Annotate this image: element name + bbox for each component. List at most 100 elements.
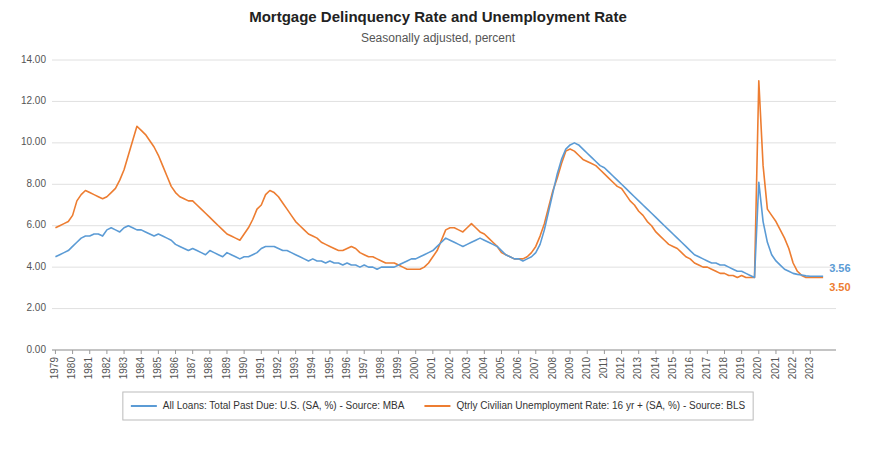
- y-tick-label: 8.00: [27, 178, 47, 189]
- x-tick-label: 2001: [426, 357, 437, 380]
- x-tick: [775, 350, 776, 354]
- x-tick: [638, 350, 639, 354]
- x-tick-label: 2017: [701, 357, 712, 380]
- x-tick-label: 2000: [409, 357, 420, 380]
- y-tick-label: 6.00: [27, 219, 47, 230]
- x-tick: [55, 350, 56, 354]
- x-tick-label: 2007: [529, 357, 540, 380]
- x-tick-label: 1991: [255, 357, 266, 380]
- x-tick: [261, 350, 262, 354]
- x-tick: [570, 350, 571, 354]
- x-tick-label: 2019: [735, 357, 746, 380]
- x-tick: [587, 350, 588, 354]
- x-tick: [450, 350, 451, 354]
- plot-area: [55, 81, 823, 278]
- x-tick: [793, 350, 794, 354]
- x-tick: [72, 350, 73, 354]
- y-tick-label: 0.00: [27, 344, 47, 355]
- x-tick: [209, 350, 210, 354]
- x-tick: [398, 350, 399, 354]
- x-tick: [192, 350, 193, 354]
- legend: All Loans: Total Past Due: U.S. (SA, %) …: [123, 392, 753, 420]
- grid-line: [52, 267, 836, 268]
- x-tick: [347, 350, 348, 354]
- series-line: [55, 81, 823, 278]
- x-tick: [810, 350, 811, 354]
- x-tick-label: 2023: [804, 357, 815, 380]
- x-tick-label: 1982: [101, 357, 112, 380]
- legend-item: Qtrly Civilian Unemployment Rate: 16 yr …: [424, 400, 745, 411]
- x-axis: 1979198019811982198319841985198619871988…: [49, 350, 836, 379]
- grid-line: [52, 142, 836, 143]
- x-tick-label: 1992: [272, 357, 283, 380]
- x-tick-label: 1994: [306, 357, 317, 380]
- x-tick: [484, 350, 485, 354]
- x-tick: [741, 350, 742, 354]
- x-tick: [244, 350, 245, 354]
- x-tick-label: 1984: [135, 357, 146, 380]
- x-tick-label: 2003: [461, 357, 472, 380]
- x-axis-line: [52, 350, 836, 351]
- x-tick-label: 1979: [49, 357, 60, 380]
- legend-frame: [123, 392, 753, 420]
- x-tick: [175, 350, 176, 354]
- x-tick: [364, 350, 365, 354]
- x-tick: [415, 350, 416, 354]
- x-tick-label: 2015: [667, 357, 678, 380]
- x-tick: [89, 350, 90, 354]
- y-tick-label: 12.00: [21, 95, 46, 106]
- x-tick: [707, 350, 708, 354]
- x-tick-label: 1980: [66, 357, 77, 380]
- grid-line: [52, 350, 836, 351]
- title: Mortgage Delinquency Rate and Unemployme…: [249, 8, 627, 25]
- x-tick: [501, 350, 502, 354]
- x-tick: [467, 350, 468, 354]
- x-tick: [432, 350, 433, 354]
- annotations: 3.563.50: [829, 262, 850, 292]
- grid-line: [52, 308, 836, 309]
- x-tick: [278, 350, 279, 354]
- x-tick: [673, 350, 674, 354]
- subtitle: Seasonally adjusted, percent: [361, 31, 516, 45]
- series-line: [55, 143, 823, 278]
- x-tick-label: 2011: [598, 357, 609, 379]
- x-tick: [758, 350, 759, 354]
- x-tick-label: 2010: [581, 357, 592, 380]
- x-tick-label: 2020: [752, 357, 763, 380]
- x-tick-label: 1996: [341, 357, 352, 380]
- x-tick: [124, 350, 125, 354]
- x-tick-label: 2004: [478, 357, 489, 380]
- x-tick: [518, 350, 519, 354]
- x-tick-label: 1997: [358, 357, 369, 380]
- legend-item: All Loans: Total Past Due: U.S. (SA, %) …: [131, 400, 405, 411]
- x-tick-label: 2018: [718, 357, 729, 380]
- x-tick: [106, 350, 107, 354]
- x-tick-label: 2016: [684, 357, 695, 380]
- x-tick-label: 1983: [118, 357, 129, 380]
- x-tick-label: 1990: [238, 357, 249, 380]
- x-tick-label: 2014: [650, 357, 661, 380]
- x-tick-label: 1999: [392, 357, 403, 380]
- x-tick: [724, 350, 725, 354]
- x-tick: [329, 350, 330, 354]
- x-tick: [552, 350, 553, 354]
- x-tick-label: 2013: [632, 357, 643, 380]
- x-tick-label: 2002: [444, 357, 455, 380]
- x-tick-label: 2022: [787, 357, 798, 380]
- x-tick: [604, 350, 605, 354]
- x-tick-label: 1985: [152, 357, 163, 380]
- annotation: 3.50: [829, 281, 850, 293]
- x-tick-label: 1995: [324, 357, 335, 380]
- x-tick-label: 1987: [186, 357, 197, 380]
- x-tick-label: 1988: [203, 357, 214, 380]
- x-tick-label: 2005: [495, 357, 506, 380]
- legend-swatch: [131, 405, 157, 407]
- grid-line: [52, 101, 836, 102]
- x-tick-label: 1986: [169, 357, 180, 380]
- x-tick-label: 1993: [289, 357, 300, 380]
- x-tick: [312, 350, 313, 354]
- x-tick: [690, 350, 691, 354]
- x-tick: [226, 350, 227, 354]
- legend-swatch: [424, 405, 450, 407]
- x-tick: [621, 350, 622, 354]
